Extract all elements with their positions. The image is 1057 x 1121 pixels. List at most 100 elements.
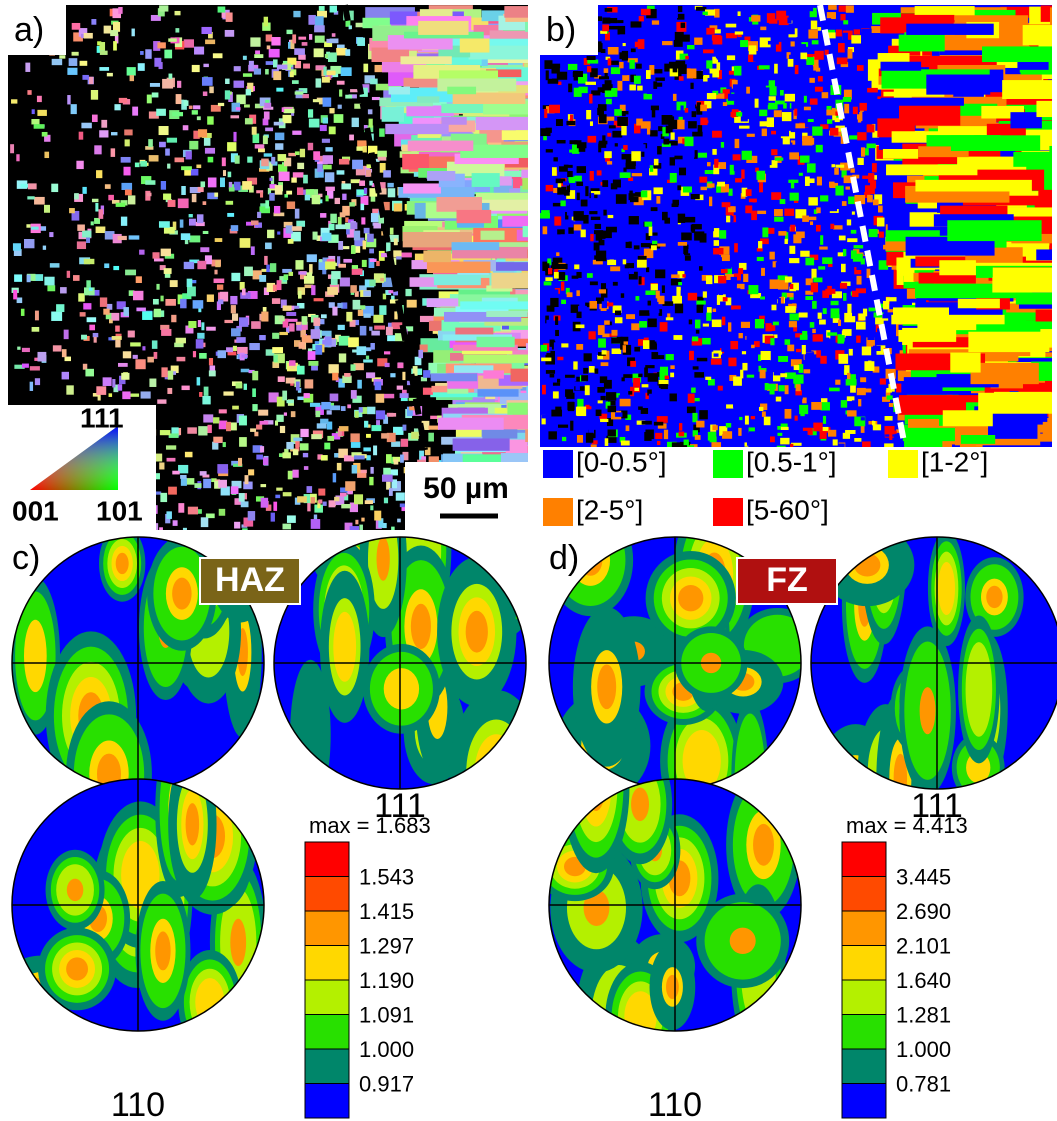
grain: [620, 293, 625, 298]
grain: [597, 387, 605, 393]
grain: [645, 392, 651, 400]
grain: [566, 190, 576, 199]
grain: [344, 373, 351, 377]
grain: [826, 105, 832, 113]
grain: [638, 276, 642, 285]
grain: [447, 86, 477, 95]
grain: [556, 378, 561, 383]
scale-box: [304, 1083, 350, 1119]
grain: [868, 228, 878, 238]
grain: [383, 351, 391, 355]
grain: [66, 385, 74, 395]
grain: [340, 246, 350, 250]
grain: [358, 469, 367, 474]
grain: [787, 344, 795, 352]
grain: [566, 292, 573, 298]
grain: [646, 126, 651, 135]
grain: [359, 305, 366, 310]
grain: [569, 140, 578, 145]
grain: [286, 515, 296, 523]
grain: [225, 78, 230, 84]
grain: [857, 157, 864, 166]
grain: [370, 213, 379, 223]
grain: [561, 436, 567, 442]
grain: [371, 183, 377, 187]
grain: [738, 268, 744, 275]
grain: [275, 143, 284, 150]
grain: [870, 238, 882, 249]
grain: [677, 185, 682, 191]
grain: [601, 350, 607, 355]
grain: [590, 68, 598, 78]
grain: [774, 63, 778, 74]
grain: [687, 393, 695, 403]
grain: [247, 511, 256, 521]
grain: [677, 271, 685, 279]
grain: [876, 217, 885, 227]
grain: [746, 133, 755, 137]
grain: [212, 417, 220, 424]
grain: [406, 105, 454, 117]
grain: [172, 520, 178, 526]
grain: [880, 61, 922, 71]
grain: [598, 289, 607, 294]
grain: [840, 335, 845, 342]
grain: [597, 354, 605, 360]
grain: [201, 26, 212, 35]
grain: [756, 247, 763, 252]
grain: [738, 427, 742, 436]
grain: [820, 402, 830, 411]
grain: [807, 118, 814, 123]
grain: [99, 297, 108, 307]
grain: [856, 275, 862, 285]
grain: [816, 350, 821, 358]
grain: [350, 179, 361, 184]
grain: [799, 334, 808, 340]
grain: [926, 74, 991, 95]
grain: [707, 183, 715, 188]
grain: [619, 172, 631, 178]
grain: [556, 71, 568, 80]
grain: [882, 148, 919, 159]
grain: [859, 112, 863, 122]
grain: [556, 139, 566, 144]
grain: [648, 226, 653, 236]
grain: [542, 226, 548, 235]
grain: [319, 124, 327, 132]
grain: [204, 147, 216, 154]
grain: [292, 449, 299, 456]
grain: [274, 132, 285, 141]
grain: [373, 445, 378, 456]
grain: [760, 380, 765, 386]
grain: [263, 153, 273, 157]
grain: [184, 238, 189, 245]
grain: [262, 118, 269, 126]
grain: [454, 153, 519, 165]
grain: [507, 402, 528, 415]
grain: [795, 231, 805, 239]
grain: [852, 106, 858, 115]
grain: [947, 220, 1042, 242]
grain: [251, 321, 261, 329]
grain: [108, 393, 113, 397]
grain: [735, 212, 742, 218]
grain: [851, 35, 862, 44]
grain: [311, 285, 316, 296]
grain: [379, 128, 385, 137]
contour: [230, 918, 247, 967]
grain: [612, 305, 622, 314]
grain: [27, 90, 32, 95]
grain: [714, 158, 719, 168]
grain: [370, 466, 374, 474]
grain: [590, 233, 594, 242]
grain: [502, 214, 528, 227]
grain: [771, 149, 778, 156]
grain: [661, 115, 673, 125]
grain: [391, 441, 401, 447]
grain: [334, 197, 341, 205]
grain: [251, 126, 257, 135]
grain: [635, 296, 640, 301]
grain: [366, 455, 371, 461]
grain: [694, 150, 698, 159]
grain: [113, 265, 120, 271]
